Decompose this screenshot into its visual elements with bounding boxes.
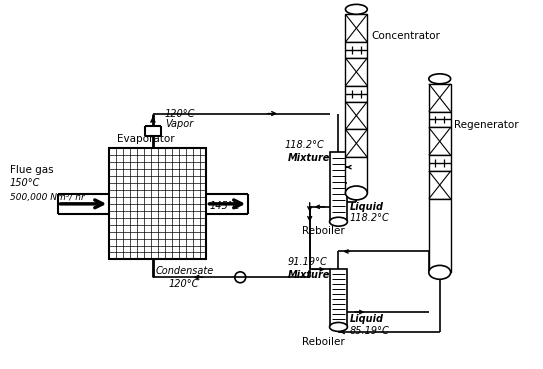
Bar <box>345 14 367 42</box>
Bar <box>429 127 451 155</box>
Bar <box>429 199 451 272</box>
Bar <box>345 157 367 193</box>
Bar <box>345 58 367 86</box>
Text: Condensate: Condensate <box>156 266 214 276</box>
Text: Mixture: Mixture <box>288 153 330 163</box>
Bar <box>345 101 367 130</box>
Text: Mixture: Mixture <box>288 270 330 280</box>
Text: Regenerator: Regenerator <box>453 120 518 130</box>
Text: 118.2°C: 118.2°C <box>285 140 325 150</box>
Bar <box>109 148 206 259</box>
Text: 85.19°C: 85.19°C <box>349 326 389 336</box>
Text: Reboiler: Reboiler <box>302 225 344 236</box>
Ellipse shape <box>330 217 348 226</box>
Text: Vapor: Vapor <box>165 120 193 130</box>
Ellipse shape <box>330 323 348 331</box>
Text: Concentrator: Concentrator <box>371 31 440 41</box>
Text: 500,000 Nm³/ hr: 500,000 Nm³/ hr <box>10 193 85 202</box>
Bar <box>330 152 348 222</box>
Ellipse shape <box>429 265 451 279</box>
Text: Reboiler: Reboiler <box>302 337 344 347</box>
Text: 120°C: 120°C <box>169 279 199 289</box>
Bar <box>345 130 367 157</box>
Ellipse shape <box>345 186 367 200</box>
Bar <box>345 42 367 58</box>
Bar <box>429 84 451 111</box>
Bar <box>429 155 451 171</box>
Text: Flue gas: Flue gas <box>10 165 54 175</box>
Ellipse shape <box>429 74 451 84</box>
Text: 118.2°C: 118.2°C <box>349 213 389 223</box>
Ellipse shape <box>345 4 367 14</box>
Bar <box>345 86 367 101</box>
Bar <box>429 111 451 127</box>
Text: 145°C: 145°C <box>210 201 240 211</box>
Text: 120°C: 120°C <box>165 108 195 118</box>
Text: Liquid: Liquid <box>349 314 383 324</box>
Text: Evaporator: Evaporator <box>117 134 175 144</box>
Bar <box>330 269 348 327</box>
Bar <box>429 171 451 199</box>
Text: 91.19°C: 91.19°C <box>288 258 327 268</box>
Text: 150°C: 150°C <box>10 178 40 188</box>
Text: Liquid: Liquid <box>349 202 383 212</box>
